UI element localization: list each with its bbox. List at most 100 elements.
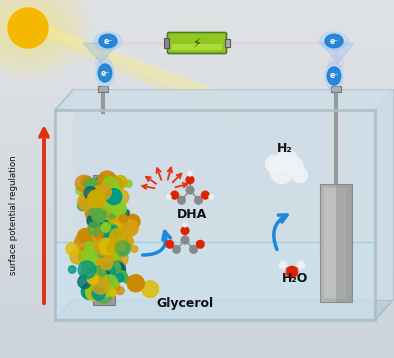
Circle shape <box>92 276 110 294</box>
Circle shape <box>89 248 98 257</box>
Circle shape <box>88 281 104 297</box>
Circle shape <box>123 276 130 283</box>
Circle shape <box>104 198 117 211</box>
Circle shape <box>86 246 103 262</box>
Bar <box>225 39 230 47</box>
Polygon shape <box>55 110 375 320</box>
Ellipse shape <box>320 32 348 50</box>
Circle shape <box>95 286 112 303</box>
Circle shape <box>81 267 92 279</box>
Circle shape <box>95 238 112 255</box>
Bar <box>324 188 346 298</box>
Polygon shape <box>57 242 373 318</box>
Circle shape <box>8 8 48 48</box>
Circle shape <box>101 200 113 212</box>
Circle shape <box>142 281 158 297</box>
Circle shape <box>109 250 119 260</box>
Circle shape <box>108 259 119 270</box>
Circle shape <box>104 245 119 260</box>
Circle shape <box>279 261 287 269</box>
Polygon shape <box>55 90 393 110</box>
Circle shape <box>270 160 294 184</box>
Circle shape <box>110 203 124 217</box>
Circle shape <box>95 272 102 281</box>
Circle shape <box>125 180 132 187</box>
Circle shape <box>78 229 91 242</box>
Circle shape <box>107 270 115 278</box>
Circle shape <box>109 249 121 261</box>
Text: DHA: DHA <box>177 208 207 222</box>
Circle shape <box>91 286 104 299</box>
Circle shape <box>94 271 101 278</box>
Circle shape <box>98 282 110 295</box>
Circle shape <box>101 225 108 233</box>
Circle shape <box>82 261 97 275</box>
Circle shape <box>82 264 96 278</box>
Circle shape <box>93 219 110 236</box>
Circle shape <box>96 184 112 200</box>
Text: Glycerol: Glycerol <box>156 296 214 310</box>
Circle shape <box>182 222 188 227</box>
Circle shape <box>85 190 102 207</box>
Circle shape <box>79 248 96 266</box>
Circle shape <box>177 196 186 204</box>
Bar <box>331 86 341 92</box>
Circle shape <box>110 260 125 275</box>
Circle shape <box>102 256 120 274</box>
Circle shape <box>102 225 119 242</box>
Circle shape <box>102 251 112 261</box>
Circle shape <box>98 263 115 280</box>
Circle shape <box>109 257 123 271</box>
Text: ⚡: ⚡ <box>193 37 201 49</box>
Polygon shape <box>375 90 393 320</box>
Circle shape <box>103 222 109 228</box>
Circle shape <box>92 211 108 227</box>
Circle shape <box>292 167 308 183</box>
Circle shape <box>85 209 94 218</box>
Circle shape <box>276 149 298 171</box>
Circle shape <box>81 248 97 264</box>
Bar <box>172 44 222 50</box>
Circle shape <box>116 271 127 281</box>
Bar <box>98 86 108 92</box>
Circle shape <box>186 175 194 184</box>
Circle shape <box>95 257 108 270</box>
Circle shape <box>105 224 118 237</box>
Circle shape <box>108 191 119 202</box>
Circle shape <box>127 275 144 292</box>
Circle shape <box>87 214 100 227</box>
Circle shape <box>117 287 124 295</box>
Circle shape <box>83 190 93 201</box>
Circle shape <box>186 186 194 194</box>
Circle shape <box>115 274 124 282</box>
Circle shape <box>102 210 117 225</box>
Circle shape <box>108 217 123 233</box>
Circle shape <box>89 209 96 216</box>
Circle shape <box>75 233 93 251</box>
Text: e⁻: e⁻ <box>103 37 113 45</box>
Circle shape <box>86 225 100 240</box>
Circle shape <box>99 276 106 283</box>
Circle shape <box>92 245 106 259</box>
Ellipse shape <box>0 0 89 77</box>
Circle shape <box>90 268 106 284</box>
Circle shape <box>196 240 204 248</box>
Circle shape <box>99 180 114 194</box>
Circle shape <box>107 203 123 218</box>
Circle shape <box>113 234 120 241</box>
Circle shape <box>103 196 117 210</box>
Circle shape <box>92 269 102 279</box>
Circle shape <box>88 222 101 235</box>
Circle shape <box>189 245 198 253</box>
Circle shape <box>106 176 123 193</box>
Text: surface potential regulation: surface potential regulation <box>9 155 19 275</box>
Ellipse shape <box>96 59 114 87</box>
Circle shape <box>102 180 112 189</box>
Circle shape <box>76 187 83 194</box>
Circle shape <box>100 176 112 188</box>
Circle shape <box>265 155 283 173</box>
Circle shape <box>78 261 96 279</box>
Circle shape <box>93 268 110 285</box>
Circle shape <box>91 237 98 243</box>
Text: e⁻: e⁻ <box>329 37 338 45</box>
